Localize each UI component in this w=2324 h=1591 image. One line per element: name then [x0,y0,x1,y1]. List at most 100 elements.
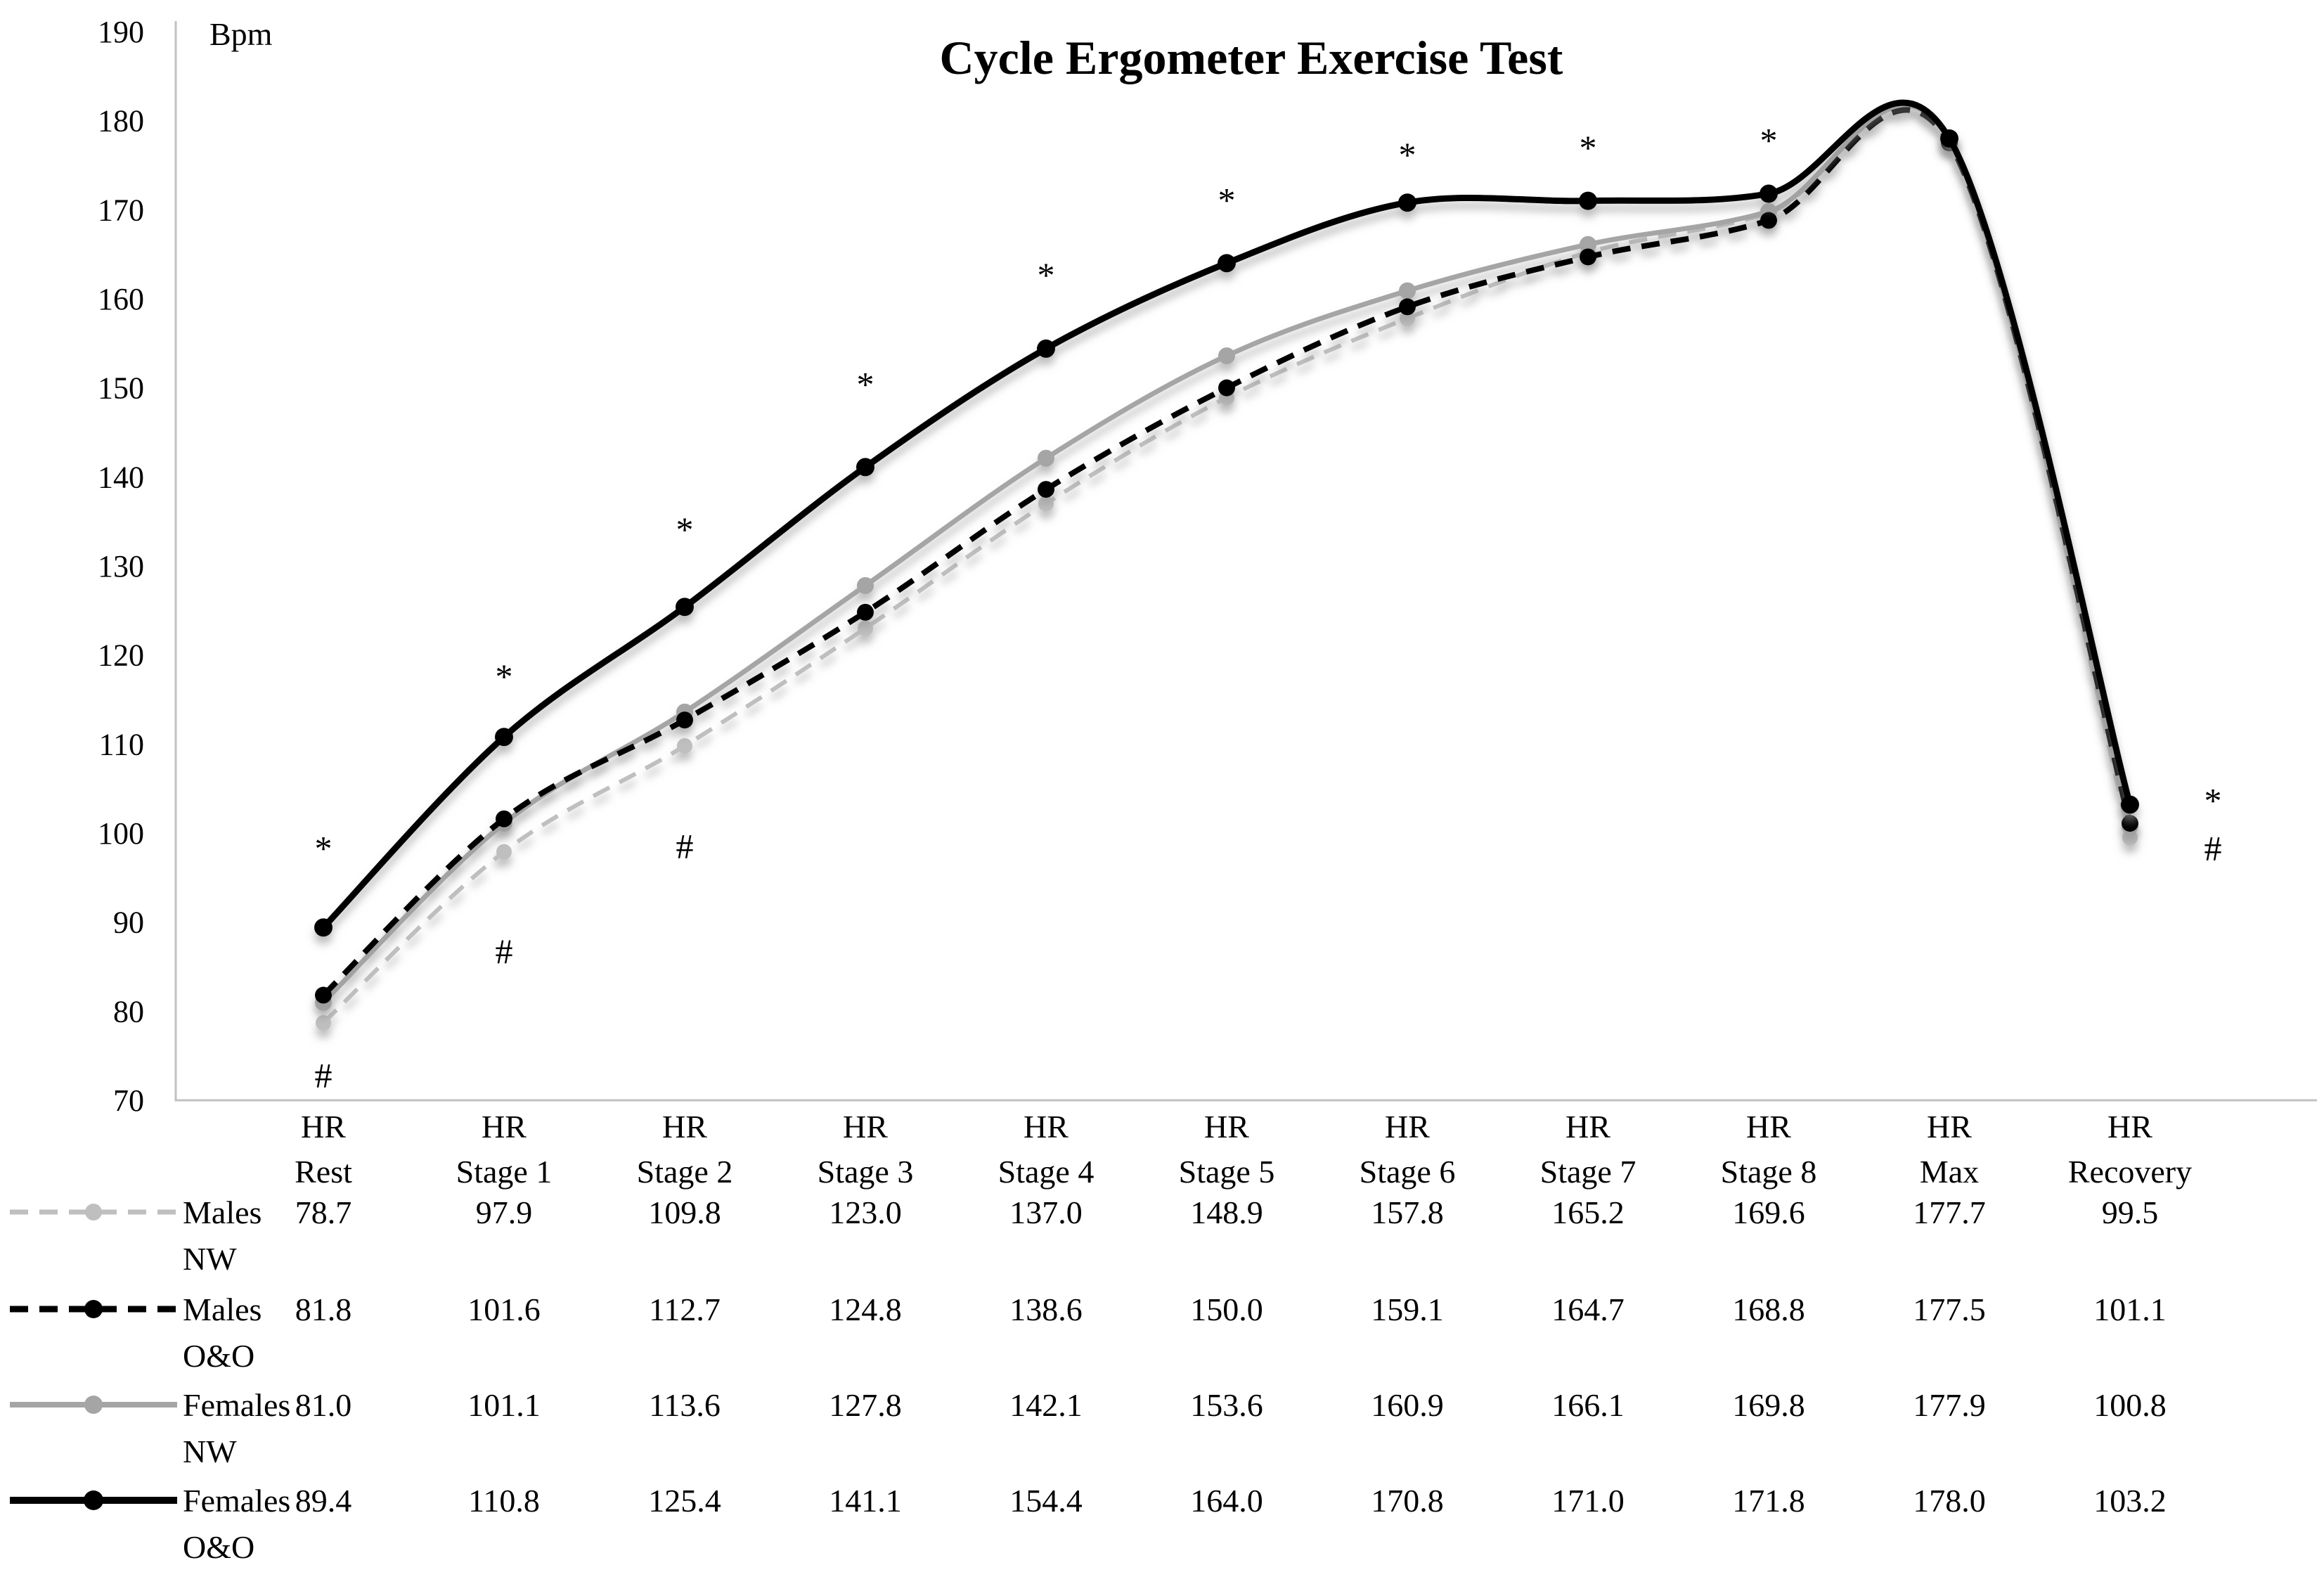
series-males-nw [316,103,2138,1031]
legend-label-line1: Males [183,1292,262,1327]
series-line [321,99,2133,930]
series-marker [676,598,694,617]
table-cell: 103.2 [2093,1483,2167,1519]
legend-label-line2: O&O [183,1529,254,1565]
y-tick-label: 130 [98,549,144,584]
series-marker [1760,212,1777,229]
legend-marker-sample [84,1396,103,1414]
x-category-label: Stage 7 [1540,1154,1637,1190]
table-cell: 97.9 [476,1194,533,1230]
series-marker [316,1014,331,1031]
series-marker [2122,830,2138,846]
table-cell: 101.6 [467,1292,541,1327]
legend-label-line2: O&O [183,1338,254,1374]
annotation-star: * [676,510,694,549]
x-category-label: Rest [295,1154,352,1190]
series-marker [676,711,693,729]
y-tick-label: 160 [98,282,144,316]
x-category-label: Recovery [2068,1154,2192,1190]
x-category-label: Max [1920,1154,1979,1190]
table-cell: 124.8 [829,1292,902,1327]
chart-generated-content: 190 180 170 160 150 140 130 120 110 100 90 80 70 HR Re… [10,15,2317,1565]
series-marker [496,810,512,827]
table-cell: 81.0 [295,1387,352,1423]
annotation-star: * [1038,255,1055,295]
table-cell: 166.1 [1551,1387,1625,1423]
annotation-hash: # [2204,828,2222,868]
x-category-label-top: HR [301,1109,346,1145]
annotation-star: * [1399,135,1416,174]
table-cell: 100.8 [2093,1387,2167,1423]
table-cell: 125.4 [648,1483,721,1519]
y-tick-label: 90 [113,906,144,940]
table-cell: 113.6 [649,1387,721,1423]
series-marker [314,918,333,937]
table-cell: 142.1 [1009,1387,1083,1423]
y-tick-label: 80 [113,994,144,1029]
x-category-label-top: HR [482,1109,527,1145]
series-marker [2121,795,2139,814]
series-marker [1038,481,1054,498]
table-cell: 127.8 [829,1387,902,1423]
table-cell: 137.0 [1009,1194,1083,1230]
table-cell: 164.7 [1551,1292,1625,1327]
x-category-label-top: HR [1746,1109,1791,1145]
annotation-hash: # [676,827,694,866]
table-cell: 101.1 [2093,1292,2167,1327]
series-line [321,103,2133,1005]
table-cell: 178.0 [1913,1483,1986,1519]
series-females-nw [315,103,2138,1011]
series-marker [1940,129,1958,148]
series-marker [856,458,874,477]
table-cell: 81.8 [295,1292,352,1327]
table-cell: 157.8 [1371,1194,1444,1230]
x-category-label-top: HR [1927,1109,1972,1145]
legend-marker-sample [85,1204,102,1220]
series-marker [858,620,873,636]
series-marker [1038,449,1054,467]
y-tick-label: 140 [98,460,144,494]
table-cell: 110.8 [468,1483,540,1519]
legend-label-line1: Males [183,1194,262,1230]
table-cell: 99.5 [2102,1194,2159,1230]
annotation-star: * [1760,121,1778,160]
x-category-label: Stage 2 [637,1154,733,1190]
series-marker [1400,310,1415,326]
table-cell: 78.7 [295,1194,352,1230]
y-tick-label: 110 [99,727,144,761]
annotation-hash: # [315,1055,333,1095]
series-marker [1218,379,1235,397]
table-cell: 177.7 [1913,1194,1986,1230]
annotation-star: * [2204,780,2222,820]
x-category-label: Stage 3 [818,1154,914,1190]
series-line [321,103,2132,1024]
table-cell: 160.9 [1371,1387,1444,1423]
legend-marker-sample [84,1300,103,1318]
table-cell: 153.6 [1190,1387,1263,1423]
series-marker [1218,254,1236,273]
series-marker [677,737,692,754]
series-marker [857,577,874,594]
annotation-hash: # [496,932,513,971]
series-marker [1580,236,1596,253]
table-cell: 150.0 [1190,1292,1263,1327]
y-tick-label: 70 [113,1083,144,1118]
x-category-label: Stage 8 [1721,1154,1817,1190]
y-tick-label: 100 [98,816,144,851]
y-tick-label: 180 [98,104,144,139]
table-cell: 159.1 [1371,1292,1444,1327]
y-tick-label: 170 [98,193,144,227]
x-category-label: Stage 4 [998,1154,1095,1190]
table-cell: 165.2 [1551,1194,1625,1230]
series-marker [1760,184,1778,203]
axis-lines [174,21,2317,1102]
y-tick-label: 150 [98,371,144,406]
y-tick-label: 190 [98,15,144,49]
table-cell: 141.1 [829,1483,902,1519]
chart-title: Cycle Ergometer Exercise Test [940,31,1563,84]
table-cell: 148.9 [1190,1194,1263,1230]
legend-label-line2: NW [183,1241,237,1277]
x-category-label-top: HR [1566,1109,1610,1145]
series-marker [1580,248,1596,266]
series-marker [496,844,512,860]
